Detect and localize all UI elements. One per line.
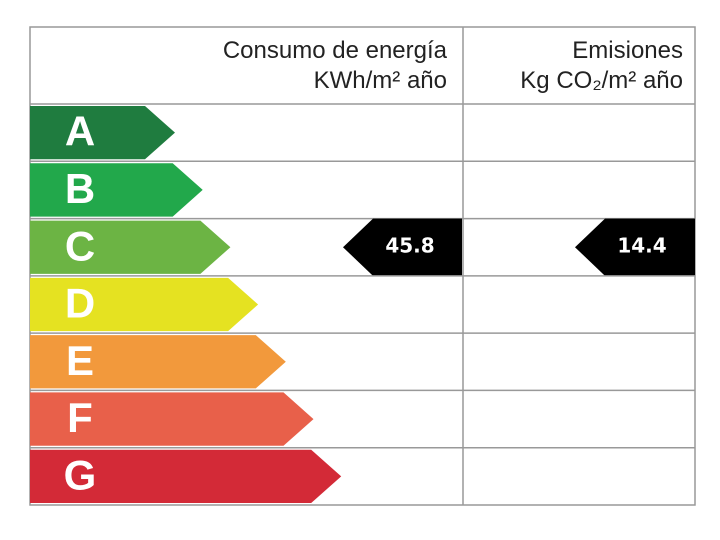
rating-letter: B xyxy=(65,165,95,212)
rating-arrow xyxy=(30,163,203,217)
consumption-title: Consumo de energía xyxy=(223,37,448,64)
rating-letter: E xyxy=(66,337,94,384)
rating-letter: F xyxy=(67,394,93,441)
rating-letter: G xyxy=(64,451,97,498)
consumption-unit: KWh/m² año xyxy=(314,67,447,94)
rating-arrow xyxy=(30,449,342,503)
rating-letter: C xyxy=(65,222,95,269)
emissions-title: Emisiones xyxy=(572,37,683,64)
rating-arrow xyxy=(30,392,314,446)
rating-letter: D xyxy=(65,280,95,327)
rating-arrow xyxy=(30,220,231,274)
consumption-indicator xyxy=(343,218,462,276)
rating-arrow xyxy=(30,335,286,389)
rating-arrow xyxy=(30,277,259,332)
rating-arrow xyxy=(30,106,175,160)
rating-letter: A xyxy=(65,108,95,155)
emissions-value: 14.4 xyxy=(617,234,666,258)
consumption-value: 45.8 xyxy=(385,234,434,258)
emissions-indicator xyxy=(575,218,695,276)
emissions-unit: Kg CO₂/m² año xyxy=(520,67,683,94)
